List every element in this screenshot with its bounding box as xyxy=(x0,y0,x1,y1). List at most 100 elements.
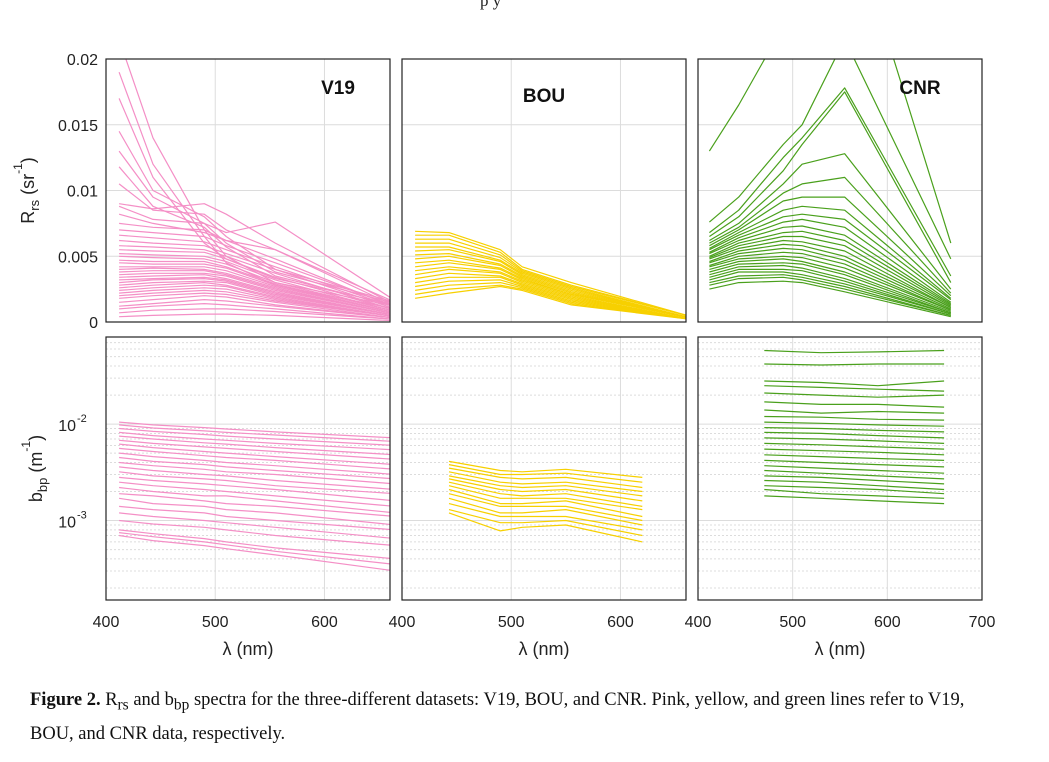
series-line xyxy=(764,415,945,421)
series-line xyxy=(119,259,390,313)
x-tick-label: 600 xyxy=(874,614,901,631)
x-tick-label: 500 xyxy=(202,614,229,631)
series-line xyxy=(764,349,945,354)
series-line xyxy=(415,276,686,320)
series-line xyxy=(119,439,390,460)
series-line xyxy=(415,238,686,316)
axes-frame xyxy=(401,58,687,323)
series-line xyxy=(709,274,951,316)
series-line xyxy=(415,279,686,320)
series-line xyxy=(709,205,952,299)
panel-title: V19 xyxy=(321,78,355,99)
series-line xyxy=(119,239,390,308)
series-line xyxy=(448,481,643,507)
series-line xyxy=(709,243,952,309)
series-line xyxy=(709,280,951,318)
series-line xyxy=(764,469,945,480)
panel-bou-rrs: BOU xyxy=(401,58,687,323)
y-axis-label: bbp (m-1) xyxy=(19,435,50,502)
series-line xyxy=(415,282,686,320)
x-tick-label: 400 xyxy=(93,614,120,631)
y-tick-label: 10 xyxy=(58,515,76,532)
series-line xyxy=(448,488,643,518)
series-line xyxy=(709,153,952,290)
y-tick-exponent: -2 xyxy=(77,413,87,425)
series-line xyxy=(764,421,945,427)
y-tick-label: 0.02 xyxy=(67,52,98,69)
series-line xyxy=(415,253,686,318)
series-line xyxy=(448,478,643,502)
series-group xyxy=(118,59,390,322)
series-line xyxy=(415,272,686,320)
series-line xyxy=(119,249,390,310)
series-line xyxy=(119,486,390,513)
panel-cnr-rrs: CNR xyxy=(697,58,983,323)
series-line xyxy=(119,276,390,315)
axes-frame xyxy=(105,336,391,601)
series-line xyxy=(764,392,945,398)
series-line xyxy=(764,485,945,495)
series-line xyxy=(448,467,643,489)
series-line xyxy=(119,272,390,314)
series-line xyxy=(709,91,952,283)
y-tick-exponent: -3 xyxy=(77,510,87,522)
series-line xyxy=(119,424,390,442)
series-line xyxy=(448,464,643,483)
series-line xyxy=(119,481,390,507)
series-line xyxy=(709,262,952,314)
series-line xyxy=(119,435,390,456)
series-line xyxy=(709,235,952,307)
series-line xyxy=(764,488,945,499)
series-line xyxy=(119,282,390,317)
x-tick-label: 600 xyxy=(607,614,634,631)
series-line xyxy=(119,529,390,559)
grid xyxy=(106,337,390,600)
x-tick-label: 400 xyxy=(685,614,712,631)
series-line xyxy=(709,230,952,306)
series-line xyxy=(709,87,952,277)
series-line xyxy=(119,280,390,316)
series-line xyxy=(764,454,945,461)
series-line xyxy=(709,276,951,316)
series-line xyxy=(119,466,390,490)
series-line xyxy=(119,512,390,539)
panel-cnr-bbp: 400 500 600 700 λ (nm) xyxy=(685,336,995,659)
series-line xyxy=(764,459,945,468)
axes-frame xyxy=(697,58,983,323)
series-line xyxy=(119,284,390,317)
x-tick-label: 500 xyxy=(779,614,806,631)
series-line xyxy=(119,476,390,501)
series-group xyxy=(708,59,952,318)
series-line xyxy=(119,456,390,480)
series-line xyxy=(119,431,390,451)
panel-v19-rrs: V19 0.02 0.015 0.01 0.005 0 Rrs (sr-1) xyxy=(11,52,391,332)
series-line xyxy=(119,295,390,319)
series-line xyxy=(709,218,952,303)
series-line xyxy=(764,437,945,444)
series-line xyxy=(119,266,390,313)
series-line xyxy=(709,213,952,301)
series-line xyxy=(119,299,390,319)
series-line xyxy=(709,258,952,313)
series-line xyxy=(119,443,390,465)
series-line xyxy=(415,266,686,319)
series-line xyxy=(709,251,952,311)
series-line xyxy=(709,271,951,315)
caption-label: Figure 2. xyxy=(30,690,101,710)
series-line xyxy=(709,176,952,294)
series-line xyxy=(764,427,945,433)
series-line xyxy=(415,242,686,318)
grid xyxy=(402,337,686,600)
series-line xyxy=(709,225,952,305)
series-line xyxy=(764,479,945,491)
series-line xyxy=(415,234,686,316)
series-line xyxy=(764,409,945,414)
series-line xyxy=(415,246,686,318)
series-line xyxy=(708,59,952,244)
series-line xyxy=(118,205,390,299)
series-line xyxy=(448,475,643,497)
series-line xyxy=(119,253,390,311)
series-line xyxy=(119,255,390,311)
series-line xyxy=(118,150,390,303)
